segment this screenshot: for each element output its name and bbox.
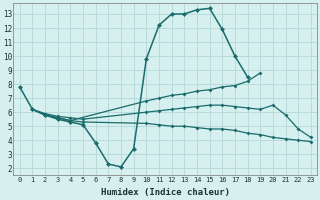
X-axis label: Humidex (Indice chaleur): Humidex (Indice chaleur) xyxy=(101,188,230,197)
